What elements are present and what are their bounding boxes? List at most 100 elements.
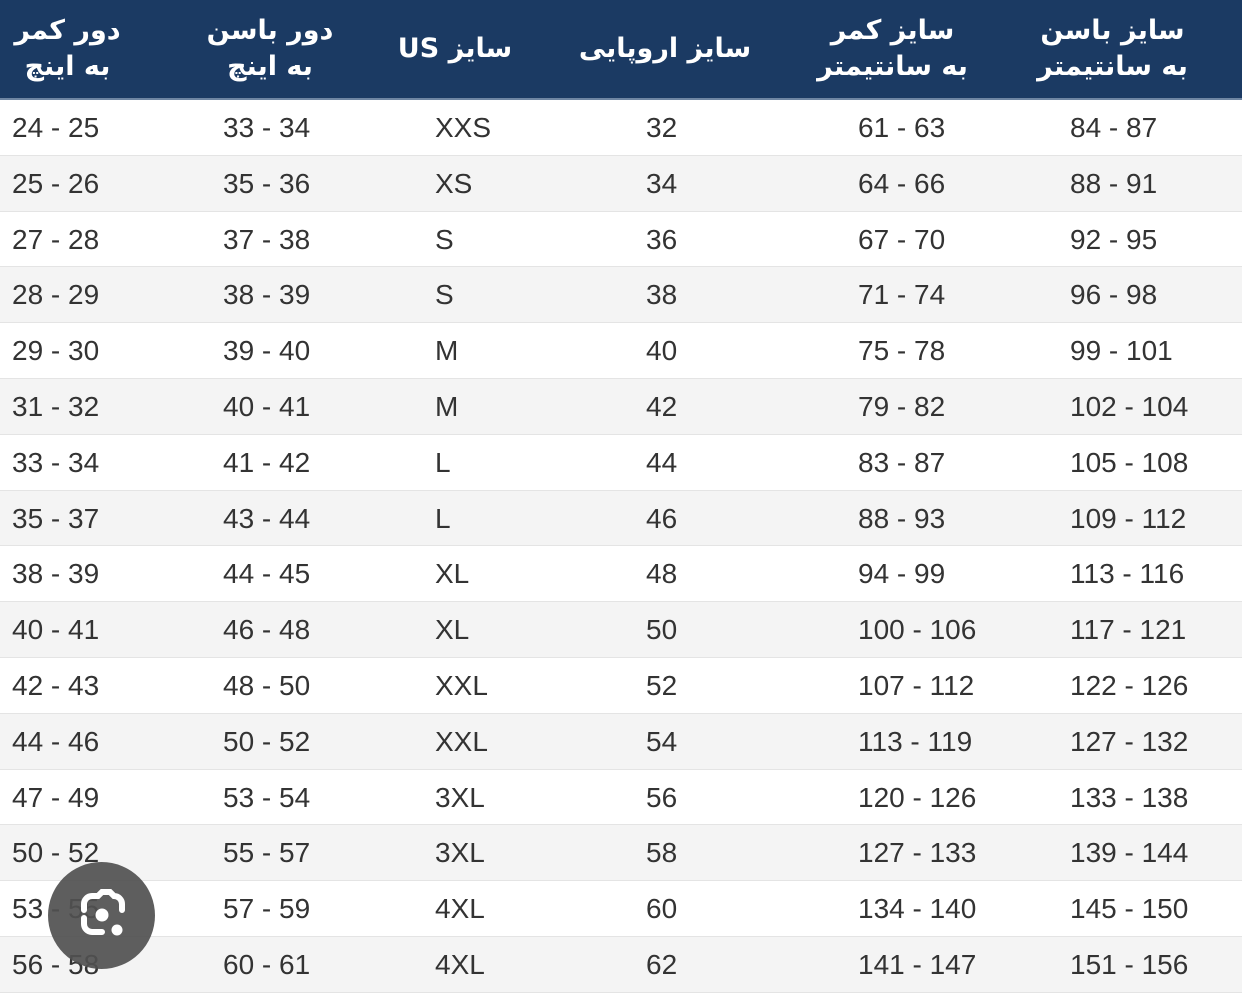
google-lens-button[interactable] bbox=[48, 862, 155, 969]
cell-waist-inch: 44 - 46 bbox=[12, 725, 100, 757]
cell-waist-cm: 64 - 66 bbox=[858, 167, 946, 199]
table-row: 25 - 26 35 - 36 XS 34 64 - 66 88 - 91 bbox=[0, 155, 1242, 212]
cell-eu-size: 40 bbox=[646, 335, 678, 367]
table-row: 40 - 41 46 - 48 XL 50 100 - 106 117 - 121 bbox=[0, 602, 1242, 658]
cell-hip-cm: 84 - 87 bbox=[1070, 112, 1158, 143]
table-row: 33 - 34 41 - 42 L 44 83 - 87 105 - 108 bbox=[0, 434, 1242, 491]
cell-waist-cm: 75 - 78 bbox=[858, 335, 946, 367]
table-row: 38 - 39 44 - 45 XL 48 94 - 99 113 - 116 bbox=[0, 546, 1242, 603]
cell-waist-cm: 94 - 99 bbox=[858, 558, 946, 590]
cell-eu-size: 58 bbox=[646, 837, 678, 869]
cell-eu-size: 36 bbox=[646, 223, 678, 255]
table-row: 29 - 30 39 - 40 M 40 75 - 78 99 - 101 bbox=[0, 323, 1242, 379]
cell-waist-inch: 24 - 25 bbox=[12, 112, 100, 143]
cell-waist-inch: 47 - 49 bbox=[12, 781, 100, 813]
cell-waist-cm: 141 - 147 bbox=[858, 948, 977, 980]
table-body: 24 - 25 33 - 34 XXS 32 61 - 63 84 - 87 25 - 26… bbox=[0, 100, 1242, 993]
cell-us-size: L bbox=[435, 446, 451, 478]
cell-hip-cm: 96 - 98 bbox=[1070, 279, 1158, 311]
cell-waist-cm: 83 - 87 bbox=[858, 446, 946, 478]
header-eu-size: سایز اروپایی bbox=[578, 33, 752, 64]
cell-waist-inch: 25 - 26 bbox=[12, 167, 100, 199]
cell-waist-cm: 71 - 74 bbox=[858, 279, 946, 311]
cell-us-size: XL bbox=[435, 558, 470, 590]
header-us-size: سایز US bbox=[397, 33, 513, 64]
cell-hip-cm: 102 - 104 bbox=[1070, 390, 1189, 422]
table-row: 28 - 29 38 - 39 S 38 71 - 74 96 - 98 bbox=[0, 267, 1242, 324]
cell-us-size: 3XL bbox=[435, 837, 485, 869]
google-lens-icon bbox=[81, 889, 125, 936]
cell-hip-inch: 48 - 50 bbox=[223, 669, 311, 701]
cell-waist-inch: 50 - 52 bbox=[12, 837, 100, 869]
cell-hip-inch: 53 - 54 bbox=[223, 781, 311, 813]
table-row: 50 - 52 55 - 57 3XL 58 127 - 133 139 - 144 bbox=[0, 825, 1242, 882]
cell-us-size: 4XL bbox=[435, 893, 485, 925]
cell-hip-inch: 50 - 52 bbox=[223, 725, 311, 757]
cell-eu-size: 44 bbox=[646, 446, 678, 478]
cell-eu-size: 34 bbox=[646, 167, 678, 199]
cell-waist-cm: 67 - 70 bbox=[858, 223, 946, 255]
cell-waist-inch: 40 - 41 bbox=[12, 614, 100, 646]
cell-hip-cm: 151 - 156 bbox=[1070, 948, 1189, 980]
cell-hip-cm: 88 - 91 bbox=[1070, 167, 1158, 199]
cell-hip-inch: 60 - 61 bbox=[223, 948, 311, 980]
cell-waist-inch: 35 - 37 bbox=[12, 502, 100, 534]
cell-hip-inch: 37 - 38 bbox=[223, 223, 311, 255]
cell-eu-size: 48 bbox=[646, 558, 678, 590]
cell-waist-cm: 127 - 133 bbox=[858, 837, 977, 869]
cell-hip-cm: 109 - 112 bbox=[1070, 502, 1187, 534]
cell-hip-cm: 133 - 138 bbox=[1070, 781, 1189, 813]
cell-eu-size: 32 bbox=[646, 112, 678, 143]
cell-hip-inch: 35 - 36 bbox=[223, 167, 311, 199]
cell-waist-inch: 27 - 28 bbox=[12, 223, 100, 255]
cell-hip-cm: 105 - 108 bbox=[1070, 446, 1189, 478]
cell-us-size: XXL bbox=[435, 669, 488, 701]
cell-hip-inch: 44 - 45 bbox=[223, 558, 311, 590]
cell-hip-inch: 38 - 39 bbox=[223, 279, 311, 311]
cell-us-size: XL bbox=[435, 614, 470, 646]
cell-hip-inch: 33 - 34 bbox=[223, 112, 311, 143]
cell-waist-inch: 42 - 43 bbox=[12, 669, 100, 701]
cell-us-size: S bbox=[435, 279, 454, 311]
cell-hip-inch: 57 - 59 bbox=[223, 893, 311, 925]
cell-eu-size: 46 bbox=[646, 502, 678, 534]
cell-waist-cm: 61 - 63 bbox=[858, 112, 946, 143]
cell-waist-cm: 107 - 112 bbox=[858, 669, 975, 701]
cell-waist-inch: 29 - 30 bbox=[12, 335, 100, 367]
cell-us-size: XXL bbox=[435, 725, 488, 757]
cell-hip-cm: 122 - 126 bbox=[1070, 669, 1189, 701]
cell-hip-cm: 139 - 144 bbox=[1070, 837, 1189, 869]
table-row: 27 - 28 37 - 38 S 36 67 - 70 92 - 95 bbox=[0, 211, 1242, 268]
table-row: 31 - 32 40 - 41 M 42 79 - 82 102 - 104 bbox=[0, 378, 1242, 435]
table-row: 24 - 25 33 - 34 XXS 32 61 - 63 84 - 87 bbox=[0, 100, 1242, 156]
cell-hip-inch: 40 - 41 bbox=[223, 390, 311, 422]
cell-hip-cm: 99 - 101 bbox=[1070, 335, 1173, 367]
cell-eu-size: 60 bbox=[646, 893, 678, 925]
cell-waist-inch: 31 - 32 bbox=[12, 390, 100, 422]
cell-eu-size: 62 bbox=[646, 948, 678, 980]
cell-waist-inch: 38 - 39 bbox=[12, 558, 100, 590]
cell-hip-cm: 145 - 150 bbox=[1070, 893, 1189, 925]
cell-hip-inch: 39 - 40 bbox=[223, 335, 311, 367]
cell-eu-size: 54 bbox=[646, 725, 678, 757]
cell-us-size: 4XL bbox=[435, 948, 485, 980]
cell-waist-inch: 28 - 29 bbox=[12, 279, 100, 311]
cell-us-size: M bbox=[435, 390, 459, 422]
cell-eu-size: 42 bbox=[646, 390, 678, 422]
cell-waist-inch: 33 - 34 bbox=[12, 446, 100, 478]
cell-waist-cm: 100 - 106 bbox=[858, 614, 977, 646]
table-row: 42 - 43 48 - 50 XXL 52 107 - 112 122 - 126 bbox=[0, 657, 1242, 714]
cell-us-size: S bbox=[435, 223, 454, 255]
header-hip-cm: سایز باسن به سانتیمتر bbox=[1037, 15, 1188, 82]
cell-hip-cm: 92 - 95 bbox=[1070, 223, 1158, 255]
cell-hip-inch: 55 - 57 bbox=[223, 837, 311, 869]
cell-us-size: L bbox=[435, 502, 451, 534]
table-row: 56 - 58 60 - 61 4XL 62 141 - 147 151 - 156 bbox=[0, 936, 1242, 993]
cell-eu-size: 50 bbox=[646, 614, 678, 646]
table-header: دور کمر به اینچ دور باسن به اینچ سایز US… bbox=[0, 0, 1242, 100]
cell-hip-inch: 43 - 44 bbox=[223, 502, 311, 534]
cell-eu-size: 52 bbox=[646, 669, 678, 701]
header-waist-cm: سایز کمر به سانتیمتر bbox=[817, 15, 968, 82]
cell-us-size: XXS bbox=[435, 112, 492, 143]
